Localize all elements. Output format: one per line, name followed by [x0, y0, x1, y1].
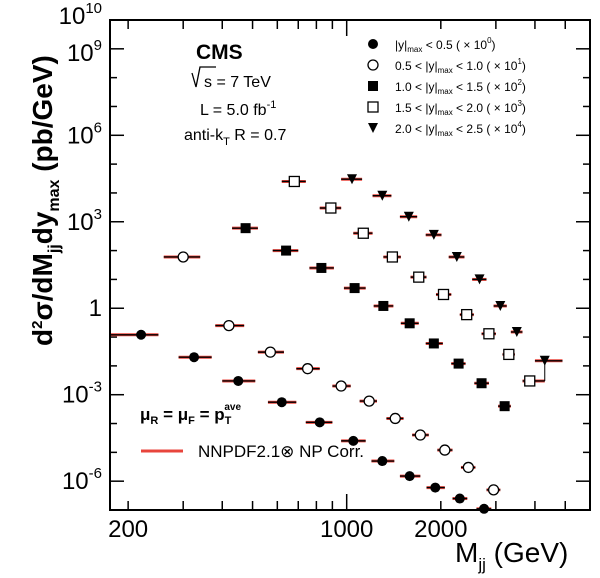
luminosity-exp: -1 — [267, 99, 277, 111]
luminosity: L = 5.0 fb — [200, 102, 267, 119]
legend-marker — [368, 123, 378, 133]
algo-prefix: anti-k — [184, 127, 224, 144]
data-point — [177, 251, 189, 263]
data-point — [483, 328, 495, 340]
x-tick-labels: 200 1000 2000 — [108, 516, 467, 543]
data-point — [377, 190, 388, 201]
x-axis-label: Mjj (GeV) — [455, 537, 568, 574]
data-point — [404, 318, 415, 329]
algo-sub: T — [223, 136, 230, 148]
data-point — [386, 251, 399, 263]
legend-marker — [367, 101, 379, 113]
info-box: s = 7 TeV L = 5.0 fb-1 anti-kT R = 0.7 — [184, 66, 286, 148]
data-point — [281, 245, 292, 256]
data-point — [301, 363, 314, 375]
data-point — [363, 395, 375, 407]
legend-label: 1.0 < |y|max < 1.5 ( × 102) — [395, 78, 526, 96]
legend-marker — [368, 39, 378, 49]
y-tick-label: 103 — [67, 206, 102, 236]
data-point — [462, 461, 475, 474]
data-point — [404, 471, 415, 482]
data-point — [461, 308, 473, 321]
theory-legend-label: NNPDF2.1⊗ NP Corr. — [198, 442, 364, 461]
data-point — [476, 378, 487, 389]
y-tick-label: 109 — [67, 37, 102, 67]
data-point — [316, 262, 327, 273]
experiment-label: CMS — [196, 41, 243, 64]
legend-label: 0.5 < |y|max < 1.0 ( × 101) — [395, 57, 526, 75]
x-tick-label: 2000 — [414, 516, 467, 543]
y-tick-label: 1 — [89, 295, 102, 322]
y-tick-label: 106 — [67, 119, 102, 149]
data-point — [403, 211, 414, 222]
x-tick-label: 1000 — [320, 516, 373, 543]
y-tick-label: 10-6 — [62, 465, 102, 495]
legend-label: |y|max < 0.5 ( × 100) — [395, 36, 496, 54]
theory-legend: NNPDF2.1⊗ NP Corr. — [141, 442, 364, 461]
y-tick-labels: 10-6 10-3 1 103 106 109 1010 — [59, 0, 102, 495]
data-point — [233, 375, 244, 386]
energy-value: = 7 TeV — [212, 74, 271, 91]
data-point — [439, 444, 451, 456]
data-point — [389, 412, 401, 425]
data-point — [495, 300, 506, 311]
data-point — [240, 223, 251, 234]
data-point — [437, 288, 450, 301]
legend-marker — [368, 81, 378, 91]
data-point — [453, 358, 464, 369]
scale-label: μR = μF = pTave — [140, 402, 241, 427]
data-point — [288, 175, 300, 188]
x-tick-label: 200 — [108, 516, 148, 543]
y-axis-label: d2σ/dMjjdymax (pb/GeV) — [27, 55, 63, 346]
energy-prefix: s — [204, 74, 212, 91]
svg-text:L = 5.0 fb-1: L = 5.0 fb-1 — [200, 99, 276, 119]
data-point — [264, 346, 277, 358]
data-point — [414, 429, 426, 441]
y-tick-label: 1010 — [59, 0, 102, 30]
data-point — [349, 283, 360, 294]
data-point — [136, 329, 147, 340]
data-point — [314, 417, 325, 428]
data-point — [479, 503, 490, 514]
svg-text:s = 7 TeV: s = 7 TeV — [204, 74, 271, 91]
data-point — [454, 493, 465, 504]
data-point — [503, 348, 515, 361]
legend-marker — [367, 59, 379, 71]
data-point — [499, 401, 510, 412]
data-point — [430, 482, 441, 493]
data-point — [451, 251, 462, 262]
data-point — [539, 355, 550, 366]
data-point — [511, 326, 522, 337]
data-point — [189, 352, 200, 363]
data-point — [474, 274, 485, 285]
svg-text:μR = μF = pTave: μR = μF = pTave — [140, 402, 241, 427]
data-point — [223, 319, 235, 332]
algo-radius: R = 0.7 — [230, 127, 287, 144]
data-points — [110, 174, 563, 514]
data-point — [325, 202, 337, 214]
data-point — [347, 174, 358, 185]
y-tick-label: 10-3 — [62, 379, 102, 409]
data-point — [276, 397, 287, 408]
data-point — [377, 456, 388, 467]
legend-label: 1.5 < |y|max < 2.0 ( × 103) — [395, 99, 526, 117]
data-point — [487, 484, 500, 496]
data-point — [378, 300, 389, 311]
data-point — [357, 227, 369, 239]
data-point — [348, 435, 359, 446]
plot-frame — [109, 19, 591, 511]
svg-text:anti-kT R = 0.7: anti-kT R = 0.7 — [184, 127, 286, 148]
data-point — [335, 380, 347, 392]
legend: |y|max < 0.5 ( × 100) 0.5 < |y|max < 1.0 … — [367, 36, 526, 138]
data-point — [524, 375, 536, 387]
data-point — [428, 229, 439, 240]
sqrt-sign — [191, 66, 216, 88]
data-point — [413, 271, 425, 283]
legend-label: 2.0 < |y|max < 2.5 ( × 104) — [395, 120, 526, 138]
data-point — [428, 338, 439, 349]
